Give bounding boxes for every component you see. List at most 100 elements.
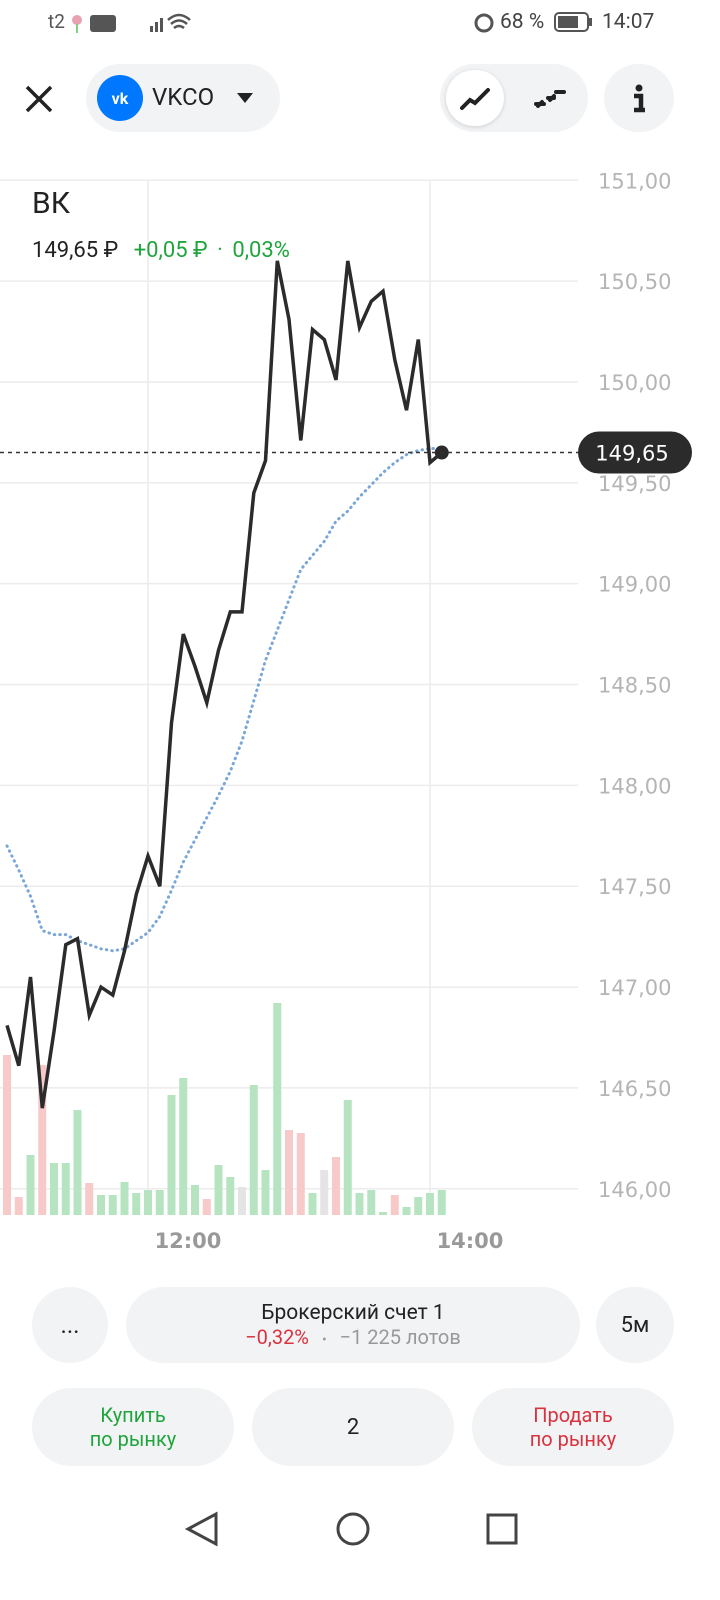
account-separator: •: [321, 1332, 327, 1348]
chart-mode-toggle: [440, 64, 588, 132]
volume-bar: [355, 1193, 364, 1215]
y-tick-label: 146,50: [598, 1077, 671, 1101]
line-icon: [460, 88, 490, 110]
svg-text:vk: vk: [112, 89, 129, 108]
moving-average-line: [5, 447, 444, 953]
status-icons: [72, 13, 191, 33]
volume-bar: [50, 1163, 58, 1215]
y-tick-label: 150,50: [598, 270, 671, 294]
chart-title: ВК: [32, 186, 70, 221]
change: +0,05 ₽: [133, 238, 208, 263]
info-icon: [634, 84, 645, 113]
volume-bar: [285, 1130, 293, 1215]
battery-level: 68 %: [500, 10, 545, 34]
y-tick-label: 148,00: [598, 774, 671, 798]
y-tick-label: 147,50: [598, 875, 671, 899]
volume-bar: [61, 1163, 70, 1215]
volume-bar: [179, 1078, 188, 1215]
account-selector[interactable]: Брокерский счет 1 −0,32% • −1 225 лотов: [126, 1287, 580, 1363]
candle-mode-button[interactable]: [530, 84, 570, 114]
volume-bar: [108, 1195, 117, 1215]
volume-bar: [402, 1207, 411, 1215]
ticker-selector[interactable]: vk VKCO: [86, 64, 280, 132]
back-button[interactable]: [184, 1511, 218, 1547]
volume-bar: [296, 1133, 305, 1215]
buy-label: Купить: [100, 1403, 166, 1427]
current-price-badge: [578, 431, 692, 474]
quantity: 2: [346, 1414, 360, 1440]
line-mode-button[interactable]: [446, 70, 504, 126]
volume-bar: [379, 1212, 387, 1215]
y-tick-label: 147,00: [598, 976, 671, 1000]
volume-bar: [308, 1193, 317, 1215]
volume-bar: [238, 1187, 246, 1215]
carrier: t2: [48, 10, 65, 33]
quantity-field[interactable]: 2: [252, 1388, 454, 1466]
interval-label: 5м: [620, 1312, 650, 1338]
x-tick-label: 14:00: [437, 1229, 504, 1253]
volume-bar: [202, 1199, 211, 1215]
volume-bar: [132, 1193, 141, 1215]
volume-bar: [85, 1183, 94, 1215]
recents-button[interactable]: [486, 1513, 518, 1545]
clock: 14:07: [602, 10, 655, 34]
more-button[interactable]: ...: [32, 1287, 108, 1363]
volume-bar: [261, 1170, 270, 1215]
volume-bar: [167, 1095, 176, 1215]
volume-bar: [437, 1190, 446, 1215]
y-tick-label: 151,00: [598, 169, 671, 193]
chart: 146,00 146,50 147,00 147,50 148,00 148,50 149,…: [0, 169, 692, 1253]
home-button[interactable]: [336, 1512, 370, 1546]
volume-bar: [320, 1170, 329, 1215]
sell-label: Продать: [533, 1403, 613, 1427]
volume-bar: [414, 1197, 423, 1215]
volume-bar: [38, 1065, 47, 1215]
account-stats: −0,32% • −1 225 лотов: [245, 1325, 461, 1349]
volume-bar: [3, 1055, 11, 1215]
dropdown-arrow: [237, 93, 253, 103]
close-button[interactable]: [24, 84, 54, 114]
buy-button[interactable]: Купить по рынку: [32, 1388, 234, 1466]
battery-icon: [554, 12, 592, 32]
volume-bar: [249, 1085, 258, 1215]
account-lots: −1 225 лотов: [339, 1325, 461, 1349]
volume-bar: [73, 1110, 82, 1215]
price-row: 149,65 ₽ +0,05 ₽ · 0,03%: [32, 238, 290, 263]
vk-logo: vk: [97, 75, 143, 121]
volume-bar: [26, 1155, 35, 1215]
volume-bar: [367, 1190, 376, 1215]
ticker: VKCO: [152, 83, 215, 111]
interval-button[interactable]: 5м: [596, 1287, 674, 1363]
volume-bar: [120, 1182, 129, 1215]
price: 149,65 ₽: [32, 238, 119, 263]
y-tick-label: 149,50: [598, 472, 671, 496]
y-tick-label: 148,50: [598, 674, 671, 698]
volume-bar: [214, 1165, 223, 1215]
sell-button[interactable]: Продать по рынку: [472, 1388, 674, 1466]
alarm-icon: [474, 13, 494, 33]
y-tick-label: 149,00: [598, 573, 671, 597]
volume-bar: [343, 1100, 352, 1215]
volume-bar: [144, 1190, 152, 1215]
navigation-bar: [184, 1511, 518, 1547]
change-percent: 0,03%: [232, 238, 290, 263]
more-label: ...: [60, 1311, 80, 1339]
y-tick-label: 150,00: [598, 371, 671, 395]
volume-bar: [155, 1190, 164, 1215]
x-tick-label: 12:00: [155, 1229, 222, 1253]
volume-bar: [332, 1157, 340, 1215]
price-series-line: [5, 260, 443, 1109]
volume-bar: [226, 1177, 235, 1215]
volume-bar: [191, 1185, 199, 1215]
separator: ·: [217, 238, 223, 263]
buy-label: по рынку: [89, 1427, 177, 1451]
account-name: Брокерский счет 1: [261, 1301, 445, 1325]
sell-label: по рынку: [529, 1427, 617, 1451]
volume-bar: [97, 1195, 105, 1215]
volume-bar: [14, 1197, 23, 1215]
info-button[interactable]: [604, 64, 674, 132]
current-price-label: 149,65: [595, 442, 668, 466]
volume-bar: [390, 1195, 399, 1215]
volume-bar: [426, 1193, 434, 1215]
